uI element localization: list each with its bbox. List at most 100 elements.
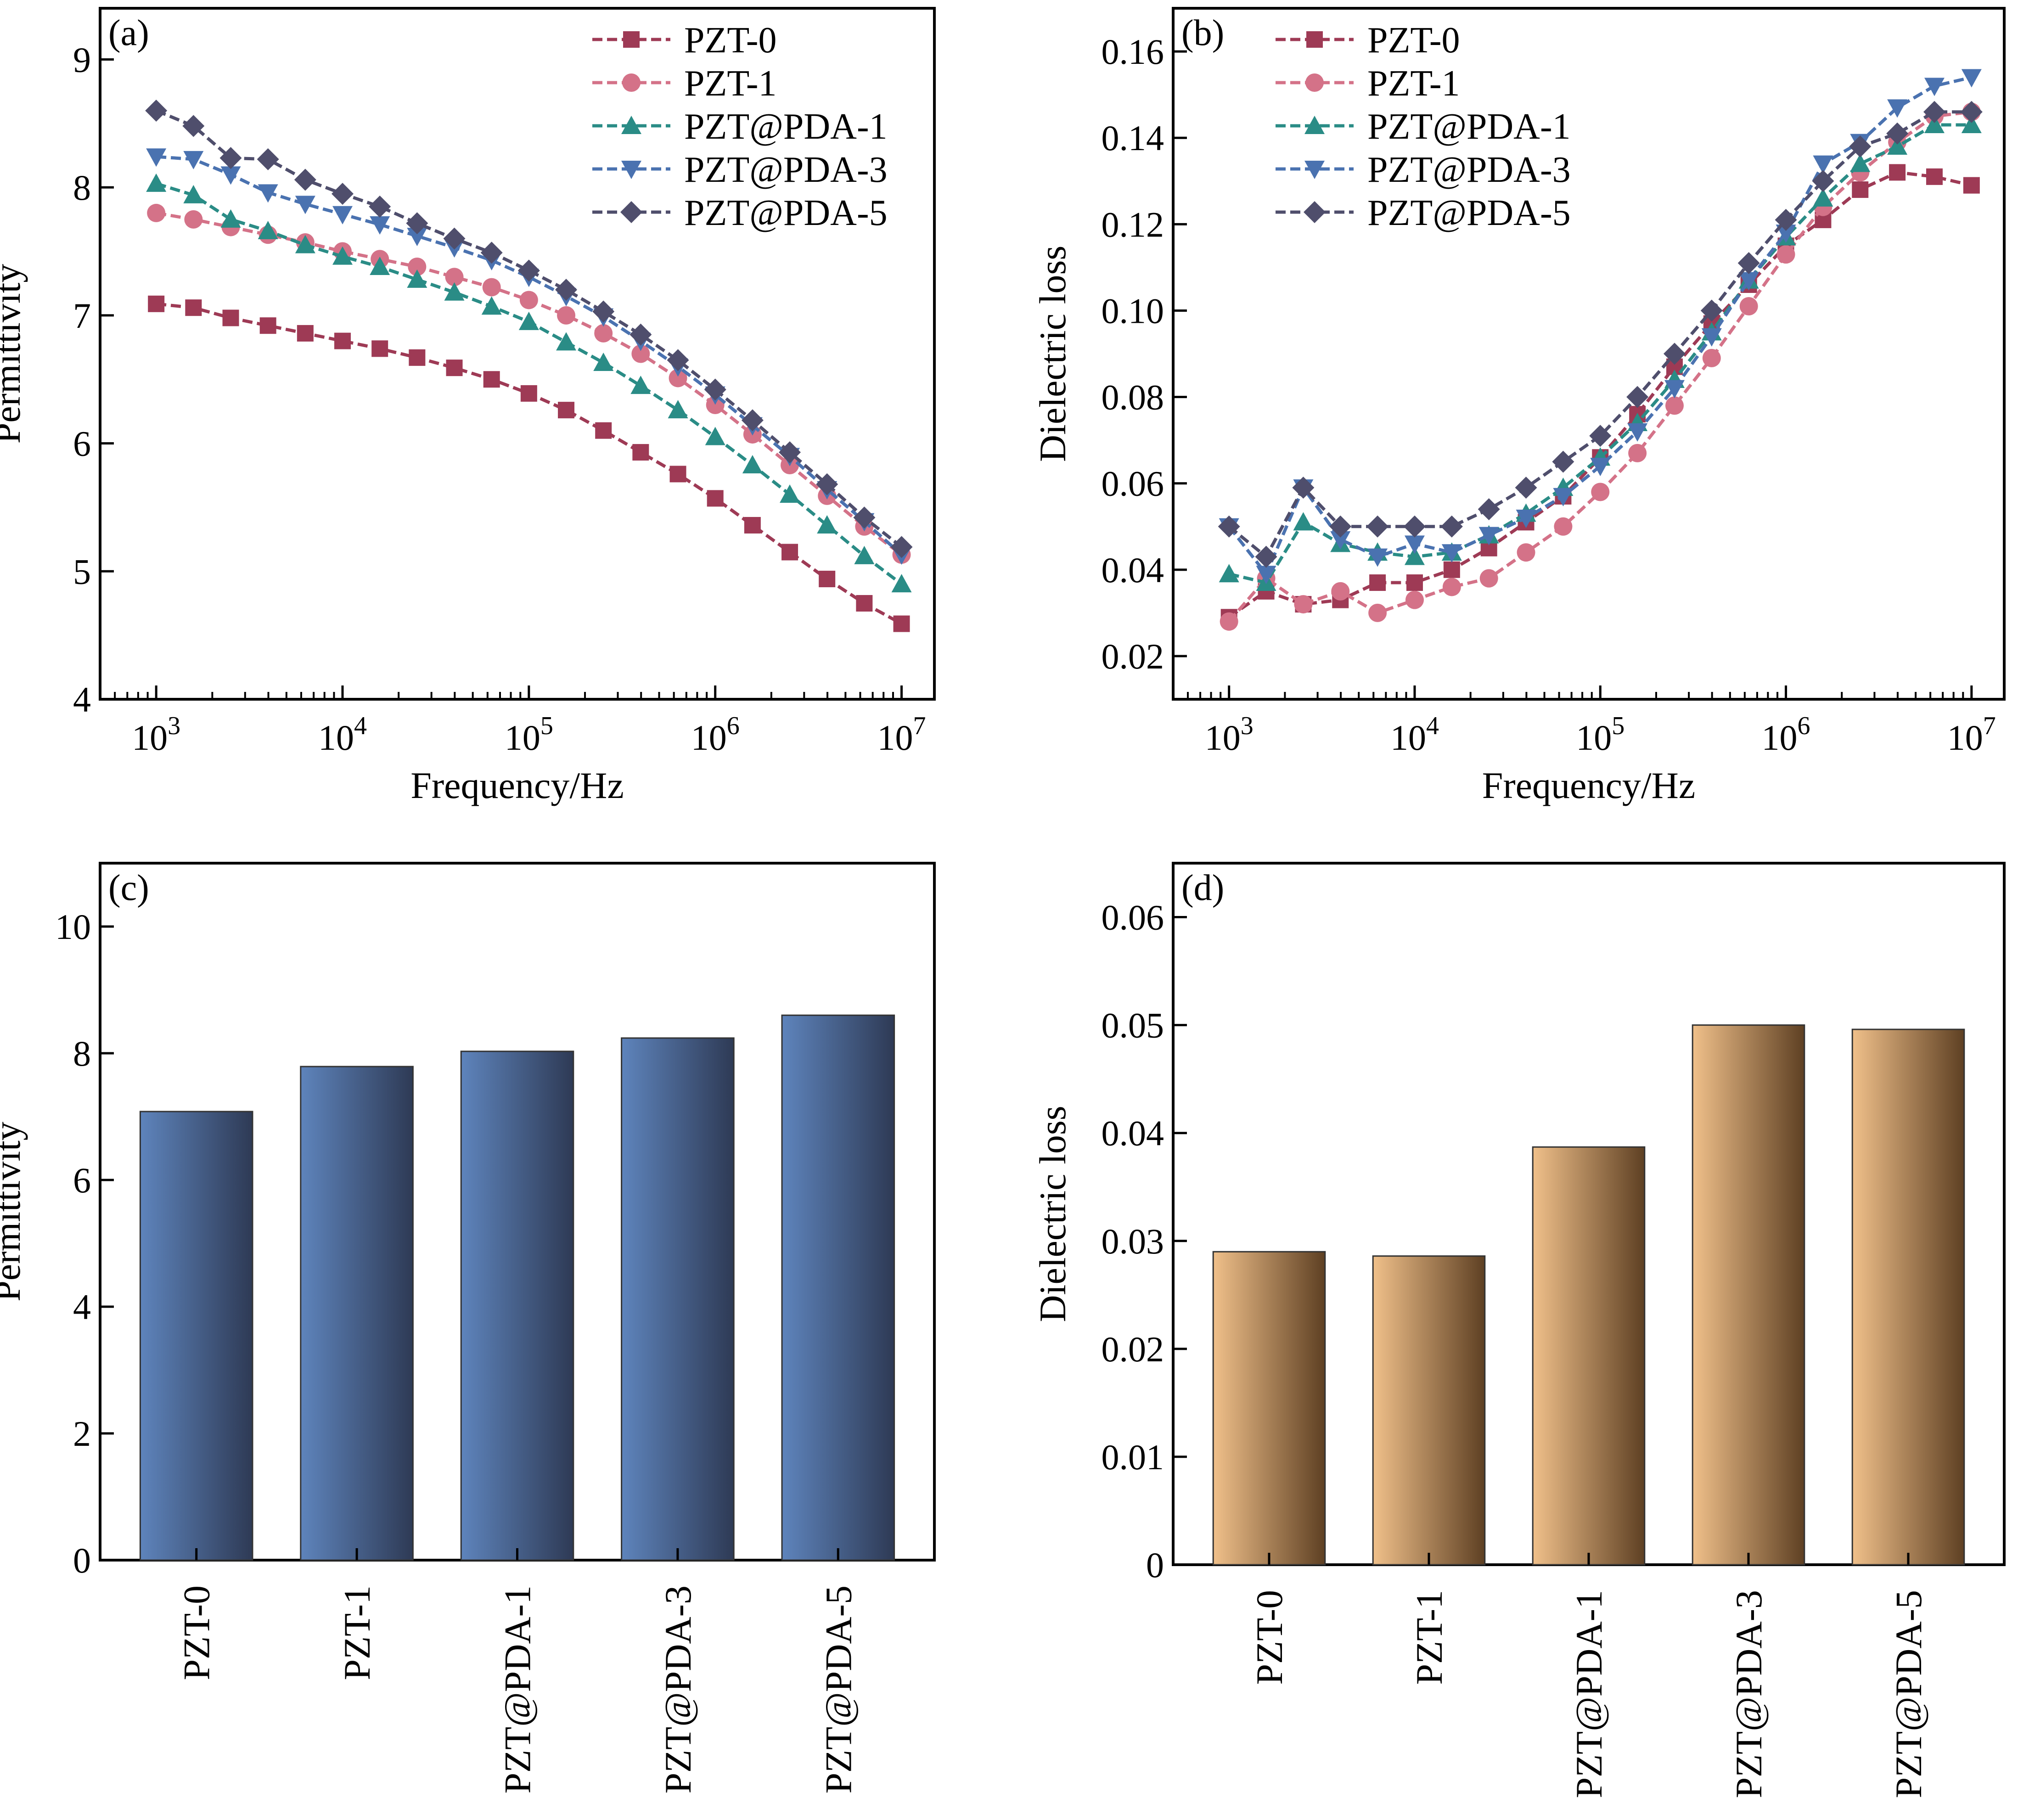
panel-b-frame [1172, 7, 2006, 701]
panel-d-dielectric-loss-bars: 0 0.01 0.02 0.03 0.04 0.05 0.06 PZT-0 PZT-1 PZT@P… [1032, 862, 2006, 1798]
panel-a-x-tick-exponent: 4 [354, 712, 367, 740]
panel-b-x-tick-exponent: 5 [1612, 712, 1625, 740]
panel-b-data-point [1626, 386, 1649, 408]
panel-b-legend-marker [1306, 31, 1323, 48]
panel-d-y-tick-label: 0.04 [1102, 1113, 1164, 1153]
panel-b-data-point [1627, 423, 1648, 442]
panel-a-data-point [183, 151, 204, 169]
panel-a-data-point [556, 332, 577, 351]
panel-c-category-label: PZT@PDA-3 [657, 1585, 699, 1794]
panel-b-legend-label: PZT@PDA-5 [1367, 193, 1571, 233]
panel-b-x-axis-title: Frequency/Hz [1482, 764, 1696, 806]
panel-a-data-point [295, 235, 315, 253]
panel-a-data-point [890, 536, 913, 558]
panel-c-y-tick-label: 4 [73, 1287, 91, 1327]
panel-b-data-point [1367, 548, 1388, 567]
panel-d-y-tick-label: 0.02 [1102, 1329, 1164, 1369]
panel-d-y-tick-label: 0.06 [1102, 898, 1164, 938]
panel-a-data-point [632, 444, 649, 461]
panel-c-y-tick-label: 0 [73, 1540, 91, 1580]
panel-d-bar [1372, 1255, 1486, 1566]
panel-a-legend-marker [623, 31, 640, 48]
panel-a-data-point [517, 259, 540, 282]
panel-b-y-tick-label: 0.12 [1102, 204, 1164, 244]
panel-a-data-point [558, 402, 575, 419]
panel-a-frame [99, 7, 936, 701]
panel-b-data-point [1850, 153, 1871, 172]
panel-a-data-point [742, 455, 763, 473]
panel-a-data-point [257, 148, 279, 170]
panel-c-bar [460, 1050, 574, 1561]
panel-b-y-axis-title: Dielectric loss [1032, 246, 1074, 462]
panel-b-data-point [1256, 566, 1276, 584]
panel-c-y-tick-label: 6 [73, 1160, 91, 1200]
panel-a-data-point [557, 306, 576, 325]
panel-b-legend-label: PZT@PDA-1 [1367, 107, 1571, 147]
panel-b-data-point [1887, 136, 1908, 155]
panel-c-y-tick-label: 2 [73, 1414, 91, 1454]
panel-a-data-point [182, 115, 205, 137]
panel-a-data-point [332, 246, 353, 265]
panel-b-data-point [1963, 177, 1980, 194]
panel-b-legend-marker [1304, 116, 1325, 134]
panel-b-data-point [1552, 450, 1574, 473]
panel-b-data-point [1739, 297, 1758, 316]
panel-a-x-tick-label: 103 [132, 712, 180, 758]
panel-a-data-point [594, 324, 613, 343]
panel-b-y-tick-label: 0.14 [1102, 118, 1164, 158]
panel-b-x-tick-base: 10 [1947, 718, 1983, 758]
panel-a-legend-label: PZT@PDA-3 [684, 150, 888, 190]
panel-a-data-point [407, 228, 427, 247]
panel-c-bar [300, 1066, 414, 1561]
panel-b-data-point [1849, 135, 1872, 157]
panel-c-bar [621, 1037, 735, 1561]
panel-b-data-point [1887, 99, 1908, 118]
panel-a-data-point [258, 184, 278, 203]
panel-a-legend-label: PZT-0 [684, 20, 777, 61]
panel-b-y-tick-label: 0.06 [1102, 464, 1164, 504]
panel-c-bar [781, 1014, 895, 1561]
panel-b-data-point [1219, 564, 1239, 583]
panel-a-data-point [259, 317, 276, 334]
panel-a-data-point [481, 296, 502, 315]
panel-b-data-point [1405, 590, 1424, 609]
panel-d-category-label: PZT-1 [1408, 1590, 1450, 1685]
panel-a-data-point [334, 332, 351, 349]
panel-a-x-tick-label: 106 [691, 712, 740, 758]
panel-b-x-tick-base: 10 [1762, 718, 1798, 758]
panel-b-legend-marker [1305, 73, 1324, 92]
panel-a-data-point [185, 299, 202, 316]
panel-b-x-tick-label: 106 [1762, 712, 1810, 758]
panel-a-data-point [780, 484, 800, 503]
panel-c-y-axis-title: Permittivity [0, 1122, 28, 1302]
panel-b-data-point [1331, 582, 1350, 601]
panel-b-x-tick-label: 103 [1205, 712, 1254, 758]
panel-a-data-point [856, 595, 873, 612]
panel-b-data-point [1553, 488, 1574, 506]
panel-b-data-point [1478, 527, 1499, 545]
panel-a-y-tick-label: 6 [73, 424, 91, 464]
panel-b-data-point [1775, 208, 1797, 231]
panel-a-data-point [407, 269, 427, 288]
panel-c-bar [139, 1111, 253, 1561]
panel-a-x-tick-exponent: 7 [913, 712, 926, 740]
panel-a-x-tick-label: 105 [505, 712, 553, 758]
panel-d-bar [1851, 1028, 1965, 1566]
panel-a-series-line-4 [155, 109, 903, 549]
panel-a-data-point [741, 409, 764, 432]
panel-a-data-point [219, 147, 242, 169]
panel-a-data-point [518, 311, 539, 330]
panel-b-data-point [1516, 509, 1536, 528]
panel-a-data-point [669, 369, 687, 388]
panel-b-dielectric-loss-vs-frequency: 103 104 105 106 1070.020.040.060.080.100.120… [1032, 7, 2006, 806]
panel-c-category-label: PZT-0 [176, 1585, 218, 1680]
panel-a-data-point [444, 282, 465, 301]
panel-a-data-point [817, 515, 838, 534]
panel-b-x-tick-exponent: 7 [1983, 712, 1996, 740]
panel-b-x-tick-label: 105 [1576, 712, 1625, 758]
panel-a-data-point [592, 300, 615, 323]
panel-a-data-point [146, 148, 167, 167]
panel-a-data-point [446, 360, 463, 376]
panel-a-data-point [816, 473, 838, 495]
